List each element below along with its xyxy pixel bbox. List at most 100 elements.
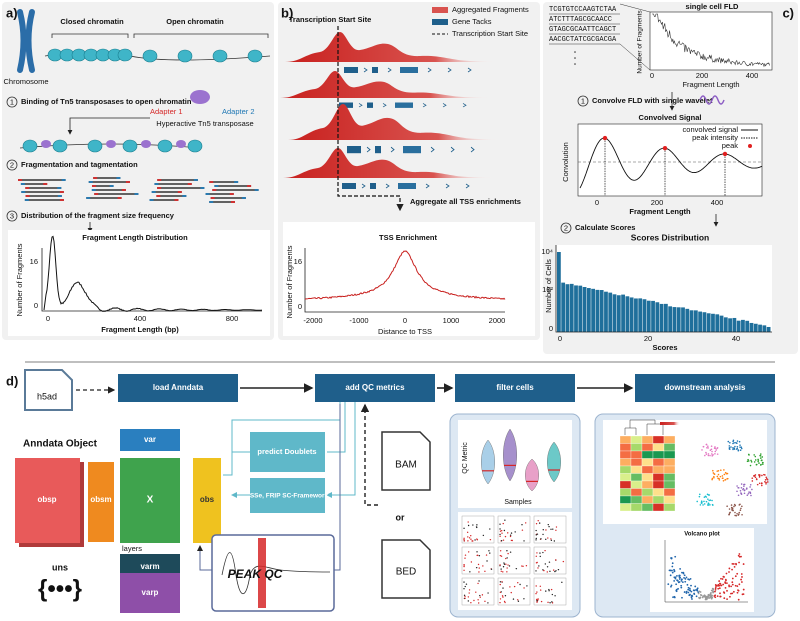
peak-qc-curve xyxy=(221,552,331,595)
x-tick-label: 0 xyxy=(595,198,599,207)
score-bar xyxy=(591,288,596,332)
x-tick-label: 400 xyxy=(746,71,759,80)
point xyxy=(535,522,538,525)
point xyxy=(508,565,511,567)
fragments xyxy=(18,177,259,203)
point xyxy=(535,570,537,572)
heat-cell xyxy=(619,503,632,512)
point xyxy=(510,591,512,594)
volcano-point xyxy=(672,596,674,599)
panel-label: d) xyxy=(6,373,18,388)
volcano-point xyxy=(711,590,714,593)
umap-point xyxy=(715,449,718,451)
point xyxy=(548,588,550,591)
umap-point xyxy=(743,483,745,486)
volcano-point xyxy=(674,577,677,580)
score-bar xyxy=(616,295,621,332)
point xyxy=(524,522,527,524)
anndata-title: Anndata Object xyxy=(23,439,98,450)
point xyxy=(466,531,469,534)
volcano-point xyxy=(712,587,714,590)
umap xyxy=(696,439,769,517)
point xyxy=(526,585,528,587)
x-tick-label: 200 xyxy=(651,198,664,207)
volcano-point xyxy=(687,591,690,594)
umap-point xyxy=(734,511,736,514)
plot-bg xyxy=(8,230,270,336)
step-number: 1 xyxy=(10,97,14,106)
x-tick-label: 40 xyxy=(732,334,740,343)
point xyxy=(504,594,507,597)
point xyxy=(545,590,547,592)
scatter-box xyxy=(497,515,531,544)
point xyxy=(504,535,507,538)
umap-point xyxy=(696,500,698,503)
panel-d: d) h5ad load Anndata add QC metrics filt… xyxy=(6,369,776,618)
heat-cell xyxy=(630,458,643,467)
umap-point xyxy=(759,457,762,459)
volcano-point xyxy=(736,591,739,594)
volcano-point xyxy=(720,577,722,580)
score-bar xyxy=(749,322,754,332)
volcano-point xyxy=(670,585,672,588)
score-bar xyxy=(693,310,698,332)
transposase xyxy=(176,140,186,148)
peaks xyxy=(602,135,728,196)
underlines xyxy=(549,3,651,71)
panel-c: c) TCGTGTCCAAGTCTAA ATCTTTAGCGCAACC GTAG… xyxy=(541,2,794,352)
umap-point xyxy=(703,496,706,498)
score-bar xyxy=(565,284,570,332)
umap-point xyxy=(706,504,709,506)
point xyxy=(464,595,466,598)
point xyxy=(467,521,469,523)
umap-point xyxy=(704,454,706,457)
umap-point xyxy=(707,498,709,500)
point xyxy=(538,522,541,524)
point xyxy=(482,534,485,537)
volcano-point xyxy=(731,583,734,586)
umap-point xyxy=(747,453,750,456)
point xyxy=(521,529,524,531)
sequence: ATCTTTAGCGCAACC xyxy=(549,16,612,24)
obsp-box xyxy=(15,458,80,543)
volcano-point xyxy=(741,576,743,578)
point xyxy=(550,539,553,542)
uns-symbol: {•••} xyxy=(38,575,82,602)
plot-title: TSS Enrichment xyxy=(379,233,437,242)
volcano-point xyxy=(728,571,730,573)
volcano-point xyxy=(669,569,672,572)
point xyxy=(499,583,501,586)
tss-line xyxy=(337,26,404,212)
umap-point xyxy=(733,505,735,508)
umap-point xyxy=(737,494,740,497)
umap-point xyxy=(747,458,749,461)
uns-label: uns xyxy=(52,562,68,572)
volcano-point xyxy=(716,595,719,598)
point xyxy=(554,570,556,573)
point xyxy=(488,550,490,552)
umap-point xyxy=(740,493,743,495)
volcano-point xyxy=(728,567,731,570)
connector xyxy=(197,545,212,571)
volcano-point xyxy=(717,584,719,587)
volcano-point xyxy=(686,583,689,586)
obsm-box xyxy=(88,462,114,542)
point xyxy=(502,522,504,525)
volcano-point xyxy=(714,594,717,597)
arrow xyxy=(360,403,378,506)
volcano-point xyxy=(714,588,717,591)
score-bar xyxy=(595,289,600,332)
umap-point xyxy=(742,487,745,490)
pipeline-box xyxy=(455,374,575,402)
heat-cell xyxy=(663,465,676,474)
volcano-point xyxy=(733,565,736,568)
umap-point xyxy=(709,499,712,501)
point xyxy=(506,567,508,569)
score-bar xyxy=(629,297,634,332)
x-tick-label: 400 xyxy=(711,198,724,207)
point xyxy=(536,552,538,554)
dot xyxy=(574,63,576,65)
violin xyxy=(481,439,495,485)
umap-point xyxy=(755,463,758,466)
step-text: Distribution of the fragment size freque… xyxy=(21,211,175,220)
